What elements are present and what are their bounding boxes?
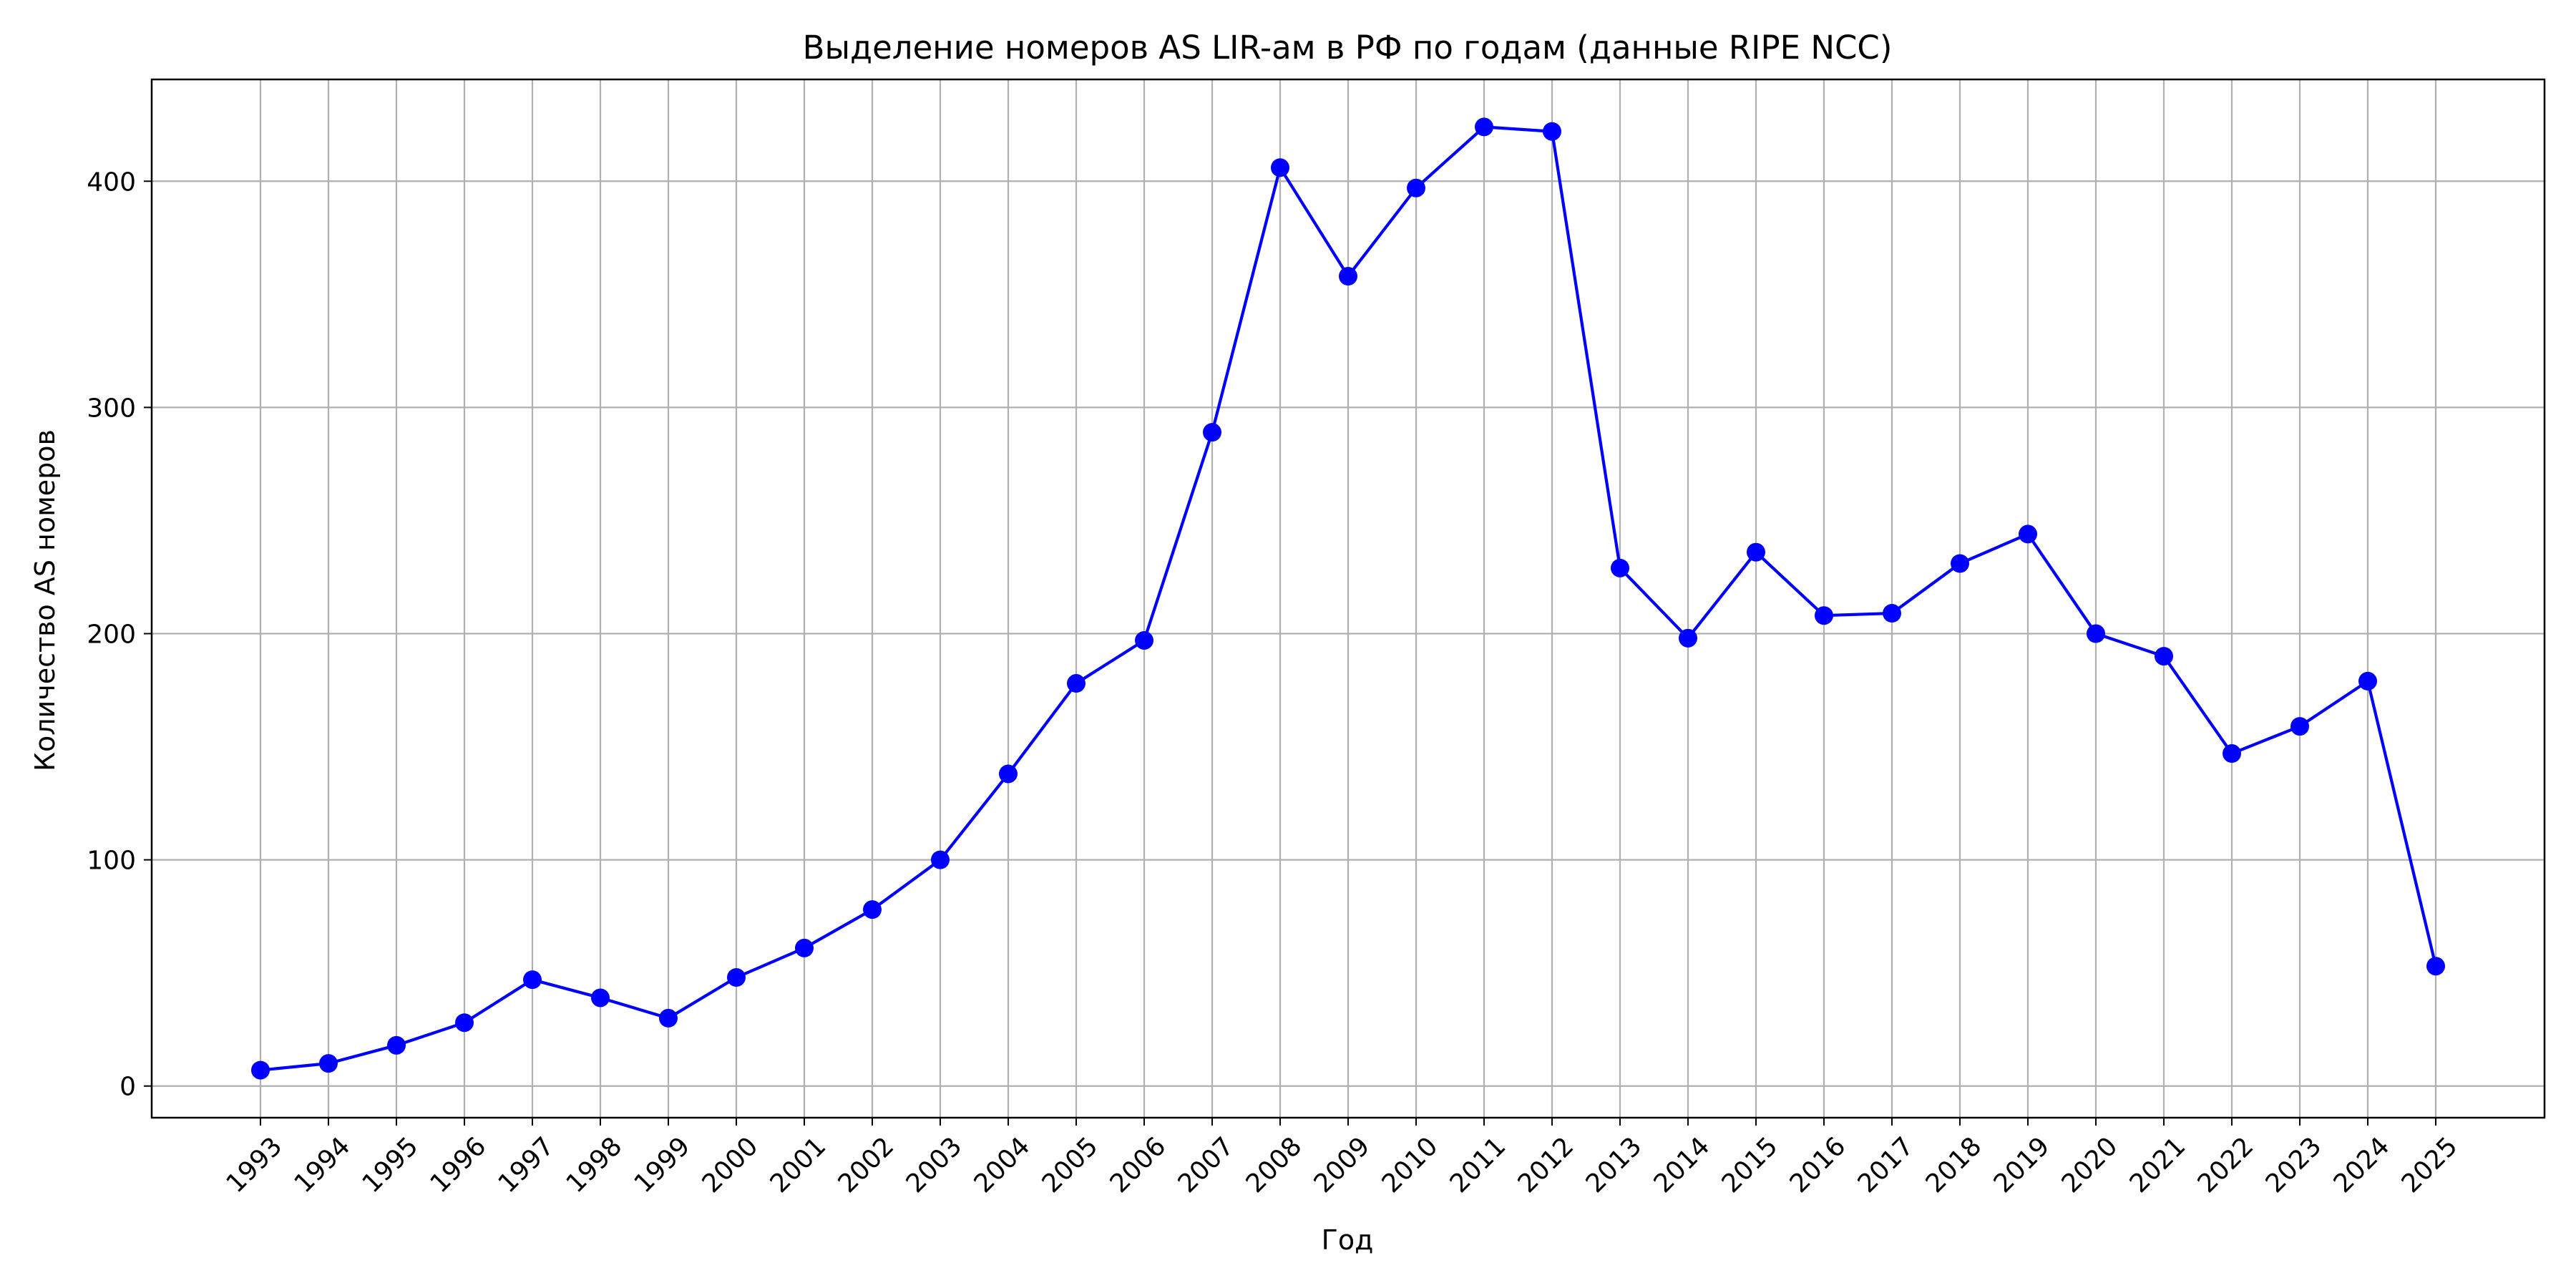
- y-tick-label: 100: [87, 847, 136, 876]
- data-point-marker: [2223, 744, 2241, 763]
- data-point-marker: [1679, 628, 1697, 648]
- data-point-marker: [863, 900, 882, 919]
- data-point-marker: [523, 970, 542, 990]
- data-point-marker: [795, 938, 814, 957]
- data-point-marker: [251, 1060, 270, 1080]
- data-point-marker: [319, 1054, 338, 1073]
- data-point-marker: [2087, 624, 2105, 643]
- y-axis-label: Количество AS номеров: [29, 429, 61, 771]
- data-point-marker: [1475, 117, 1493, 137]
- data-point-marker: [999, 764, 1018, 784]
- chart-title: Выделение номеров AS LIR-ам в РФ по года…: [803, 29, 1893, 67]
- series-layer: [251, 117, 2445, 1080]
- data-point-marker: [659, 1008, 678, 1028]
- data-point-marker: [387, 1035, 406, 1055]
- x-axis-label: Год: [1322, 1224, 1374, 1256]
- data-point-marker: [1951, 554, 1969, 573]
- data-point-marker: [2426, 957, 2445, 976]
- data-point-marker: [1407, 178, 1425, 197]
- data-point-marker: [1611, 558, 1629, 577]
- data-point-marker: [1543, 122, 1561, 141]
- data-point-marker: [1339, 267, 1357, 286]
- y-tick-label: 400: [87, 167, 136, 197]
- y-tick-label: 200: [87, 620, 136, 649]
- data-point-marker: [931, 850, 950, 869]
- data-point-marker: [1747, 542, 1765, 562]
- data-point-marker: [455, 1013, 474, 1033]
- data-point-marker: [1815, 606, 1833, 625]
- data-point-marker: [1271, 158, 1289, 177]
- y-axis: 0 100 200 300 400: [87, 167, 152, 1102]
- data-point-marker: [1067, 674, 1085, 693]
- data-point-marker: [727, 968, 746, 987]
- data-point-marker: [1203, 423, 1221, 442]
- data-point-marker: [2019, 525, 2037, 544]
- data-point-marker: [2155, 647, 2173, 666]
- y-tick-label: 0: [119, 1073, 136, 1102]
- y-tick-label: 300: [87, 394, 136, 423]
- data-point-marker: [1883, 604, 1901, 623]
- data-point-marker: [591, 988, 610, 1008]
- data-point-marker: [2358, 671, 2377, 691]
- data-point-marker: [2290, 717, 2309, 736]
- data-point-marker: [1135, 630, 1153, 650]
